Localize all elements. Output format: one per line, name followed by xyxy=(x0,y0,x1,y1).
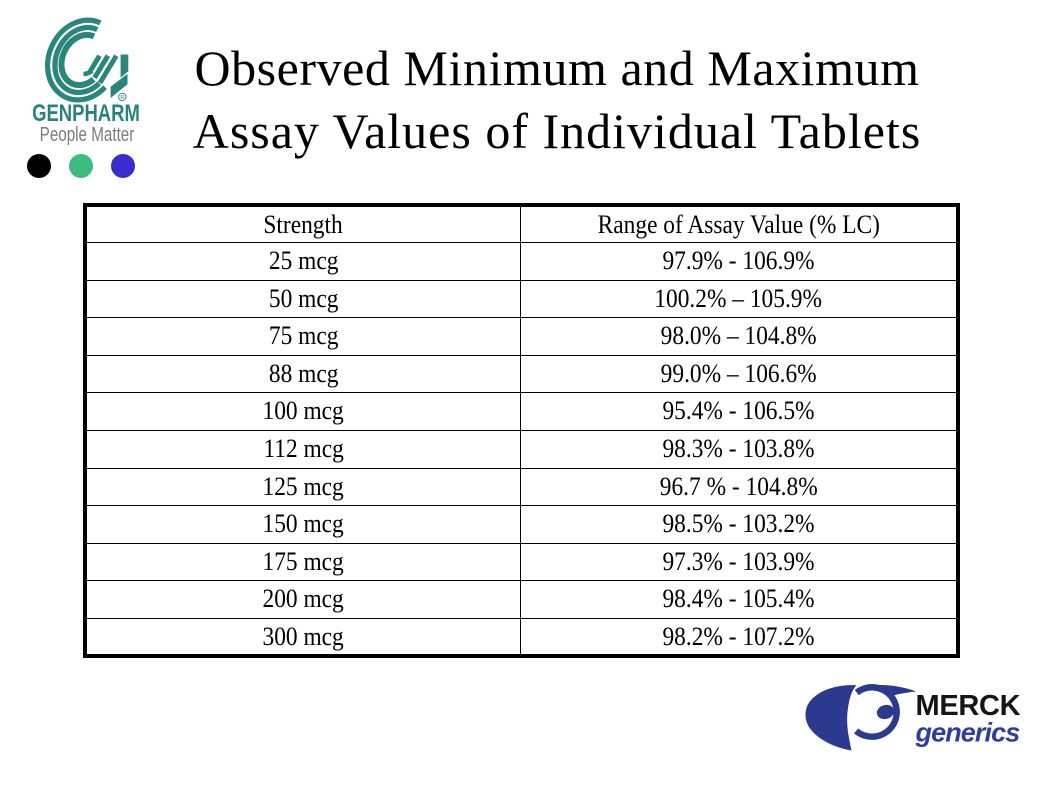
svg-text:R: R xyxy=(120,95,124,101)
svg-text:MERCK: MERCK xyxy=(916,690,1021,722)
svg-text:generics: generics xyxy=(915,718,1021,748)
